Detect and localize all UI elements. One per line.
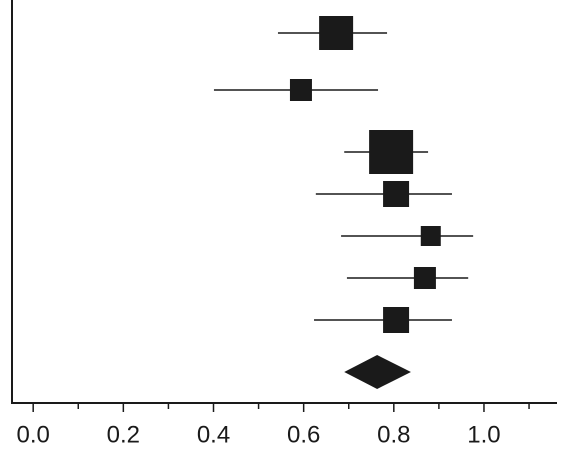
summary-diamond: [344, 355, 411, 389]
x-tick-label: 0.4: [197, 421, 230, 448]
x-tick-label: 1.0: [467, 421, 500, 448]
estimate-square: [420, 226, 441, 246]
estimate-square: [319, 16, 354, 50]
estimate-square: [383, 181, 410, 207]
x-tick-label: 0.8: [377, 421, 410, 448]
estimate-square: [383, 307, 410, 333]
x-tick-label: 0.0: [16, 421, 49, 448]
x-tick-label: 0.2: [107, 421, 140, 448]
x-tick-label: 0.6: [287, 421, 320, 448]
estimate-square: [413, 267, 436, 289]
estimate-square: [369, 130, 414, 174]
estimate-square: [289, 79, 312, 101]
